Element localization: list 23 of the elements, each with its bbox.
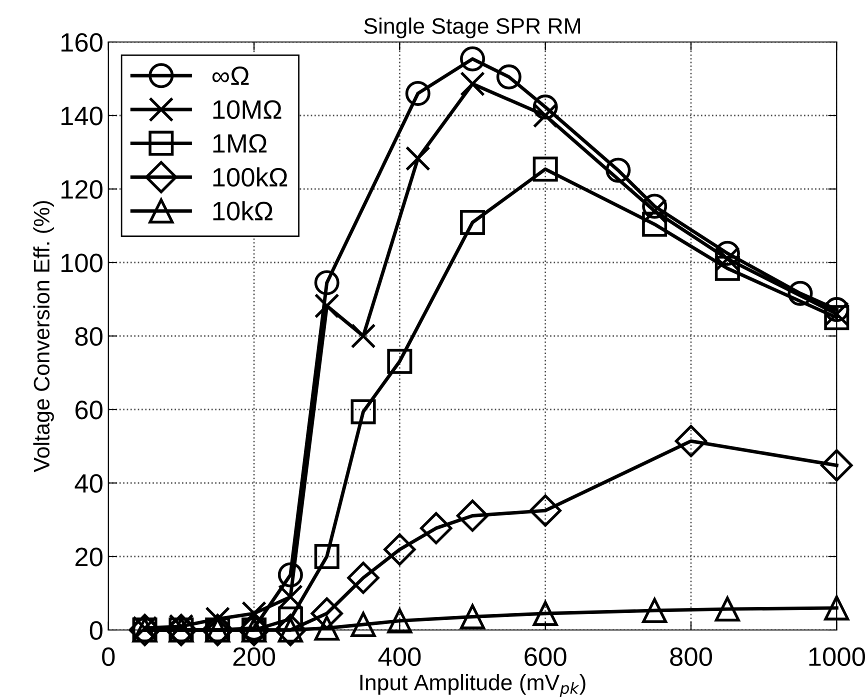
x-tick-label: 600 bbox=[524, 647, 566, 666]
x-tick-label: 800 bbox=[670, 647, 712, 666]
x-tick-label: 1000 bbox=[809, 647, 865, 666]
legend-label: 10MΩ bbox=[213, 100, 282, 119]
legend-label: 10kΩ bbox=[213, 201, 272, 220]
x-tick-label: 0 bbox=[102, 647, 115, 666]
y-tick-label: 120 bbox=[62, 180, 102, 199]
x-tick-label: 400 bbox=[378, 647, 421, 666]
y-tick-label: 0 bbox=[90, 621, 102, 640]
y-tick-label: 80 bbox=[75, 327, 102, 346]
y-tick-label: 160 bbox=[62, 33, 102, 52]
y-tick-label: 20 bbox=[75, 548, 102, 566]
legend-label: ∞Ω bbox=[212, 66, 249, 85]
x-axis-title: Input Amplitude (mV$_{pk}$) bbox=[360, 674, 586, 698]
chart-title: Single Stage SPR RM bbox=[364, 18, 580, 38]
y-tick-label: 140 bbox=[62, 106, 102, 126]
legend-label: 1MΩ bbox=[213, 134, 267, 153]
y-tick-label: 100 bbox=[62, 254, 102, 272]
y-tick-label: 60 bbox=[76, 400, 102, 420]
legend-label: 100kΩ bbox=[213, 167, 288, 187]
y-tick-label: 40 bbox=[74, 474, 102, 493]
x-tick-label: 200 bbox=[233, 647, 276, 666]
y-axis-title: Voltage Conversion Eff. (%) bbox=[33, 201, 54, 472]
